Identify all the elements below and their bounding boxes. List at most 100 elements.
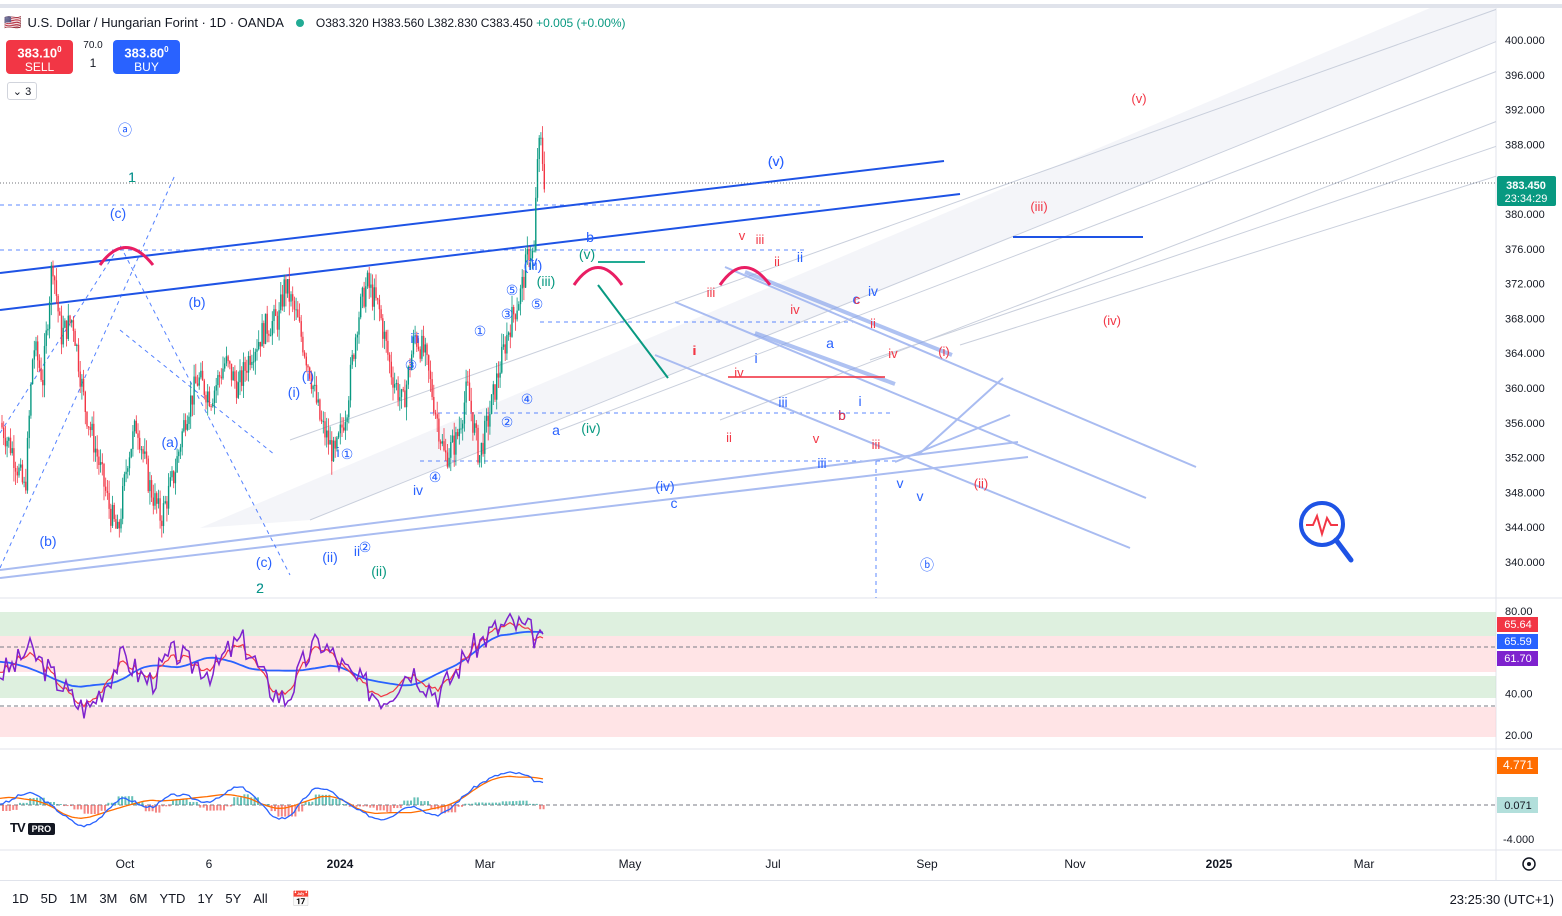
- range-button-5d[interactable]: 5D: [40, 891, 58, 906]
- macd-bar: [229, 805, 232, 807]
- candle-body: [388, 354, 391, 362]
- macd-bar: [25, 802, 28, 805]
- candle-body: [344, 422, 347, 431]
- macd-bar: [172, 799, 174, 805]
- macd-bar: [56, 804, 59, 805]
- macd-bar: [471, 803, 474, 805]
- candle-body: [162, 503, 165, 527]
- candle-body: [499, 372, 501, 378]
- settings-icon[interactable]: [1522, 857, 1536, 871]
- candle-body: [171, 470, 173, 478]
- candle-body: [300, 321, 302, 337]
- macd-value-badge: 4.771: [1503, 758, 1533, 772]
- candle-body: [436, 414, 438, 419]
- candle-body: [264, 313, 267, 344]
- candle-body: [421, 335, 423, 359]
- macd-bar: [19, 802, 21, 805]
- calendar-icon[interactable]: 📅: [291, 890, 311, 908]
- candle-body: [225, 356, 228, 364]
- candle-body: [205, 394, 207, 403]
- candle-body: [174, 472, 177, 484]
- sell-button[interactable]: 383.100 SELL: [6, 40, 73, 74]
- candle-body: [208, 391, 211, 407]
- wave-label-red: (iii): [1030, 199, 1047, 214]
- chart-canvas[interactable]: ⓐ1(c)(b)(a)(b)(i)(i)2(c) (ii) iii②①iv④iii③…: [0, 0, 1562, 880]
- wave-label-blue: ④: [429, 469, 442, 485]
- price-tick: 340.000: [1505, 557, 1545, 569]
- candle-body: [536, 159, 539, 198]
- indicators-toggle-button[interactable]: ⌄ 3: [7, 82, 37, 100]
- wave-label-blue: ①: [341, 446, 354, 462]
- price-tick: 400.000: [1505, 35, 1545, 47]
- macd-bar: [430, 805, 433, 810]
- candle-body: [188, 416, 190, 424]
- candle-body: [382, 318, 384, 339]
- macd-bar: [325, 794, 327, 805]
- rsi-pane[interactable]: [0, 612, 1496, 737]
- candle-body: [332, 440, 335, 462]
- candle-body: [506, 334, 508, 354]
- candle-body: [154, 493, 156, 506]
- search-icon[interactable]: [1299, 501, 1354, 563]
- range-button-ytd[interactable]: YTD: [159, 891, 186, 906]
- macd-bar: [100, 805, 103, 811]
- range-button-1m[interactable]: 1M: [69, 891, 88, 906]
- candle-body: [38, 360, 41, 368]
- wave-label-red: iv: [790, 302, 800, 317]
- macd-bar: [338, 798, 341, 805]
- candle-body: [353, 354, 355, 359]
- candle-body: [215, 385, 217, 391]
- candle-body: [307, 365, 309, 368]
- candle-body: [496, 373, 498, 400]
- candle-body: [462, 423, 464, 429]
- candle-body: [295, 309, 297, 311]
- macd-bar: [304, 801, 307, 805]
- rsi-ma2-badge: 65.64: [1504, 619, 1532, 631]
- price-pane[interactable]: ⓐ1(c)(b)(a)(b)(i)(i)2(c) (ii) iii②①iv④iii③…: [0, 8, 1500, 598]
- candle-body: [315, 384, 318, 403]
- candle-body: [463, 402, 466, 424]
- range-button-6m[interactable]: 6M: [129, 891, 148, 906]
- wave-label-blue: (v): [768, 153, 784, 169]
- candle-body: [298, 317, 301, 322]
- candle-body: [65, 320, 68, 339]
- candle-body: [252, 361, 255, 363]
- candle-body: [395, 383, 398, 385]
- candle-body: [513, 306, 515, 315]
- macd-bar: [389, 805, 392, 812]
- candle-body: [385, 331, 387, 341]
- macd-bar: [410, 800, 412, 805]
- range-button-5y[interactable]: 5Y: [225, 891, 242, 906]
- candle-body: [266, 313, 268, 334]
- candle-body: [203, 380, 205, 395]
- candle-body: [244, 362, 246, 371]
- clock[interactable]: 23:25:30 (UTC+1): [1449, 892, 1554, 907]
- range-button-1d[interactable]: 1D: [12, 891, 29, 906]
- range-button-3m[interactable]: 3M: [99, 891, 118, 906]
- candle-body: [9, 437, 12, 454]
- macd-bar: [199, 805, 202, 808]
- candle-body: [509, 332, 511, 337]
- wave-label-blue: ⓐ: [118, 122, 132, 138]
- rsi-ma-line: [0, 630, 544, 688]
- range-button-all[interactable]: All: [253, 891, 268, 906]
- candle-body: [79, 371, 81, 387]
- macd-badges: 4.771 0.071 -4.000: [1497, 757, 1538, 846]
- macd-pane[interactable]: [0, 771, 1496, 828]
- macd-bar: [488, 802, 491, 805]
- macd-bar: [457, 805, 460, 807]
- range-button-1y[interactable]: 1Y: [197, 891, 214, 906]
- wave-label-blue: ⓑ: [920, 557, 934, 573]
- candle-body: [37, 341, 39, 361]
- candle-body: [514, 314, 517, 320]
- candle-body: [331, 440, 333, 462]
- buy-button[interactable]: 383.800 BUY: [113, 40, 180, 74]
- macd-bar: [535, 803, 538, 805]
- candle-body: [327, 430, 330, 445]
- macd-bar: [396, 805, 399, 809]
- macd-bar: [474, 802, 477, 805]
- candle-body: [139, 437, 141, 450]
- quantity-value[interactable]: 1: [89, 56, 97, 70]
- time-tick: Nov: [1064, 857, 1085, 871]
- symbol-title[interactable]: U.S. Dollar / Hungarian Forint · 1D · OA…: [27, 15, 284, 30]
